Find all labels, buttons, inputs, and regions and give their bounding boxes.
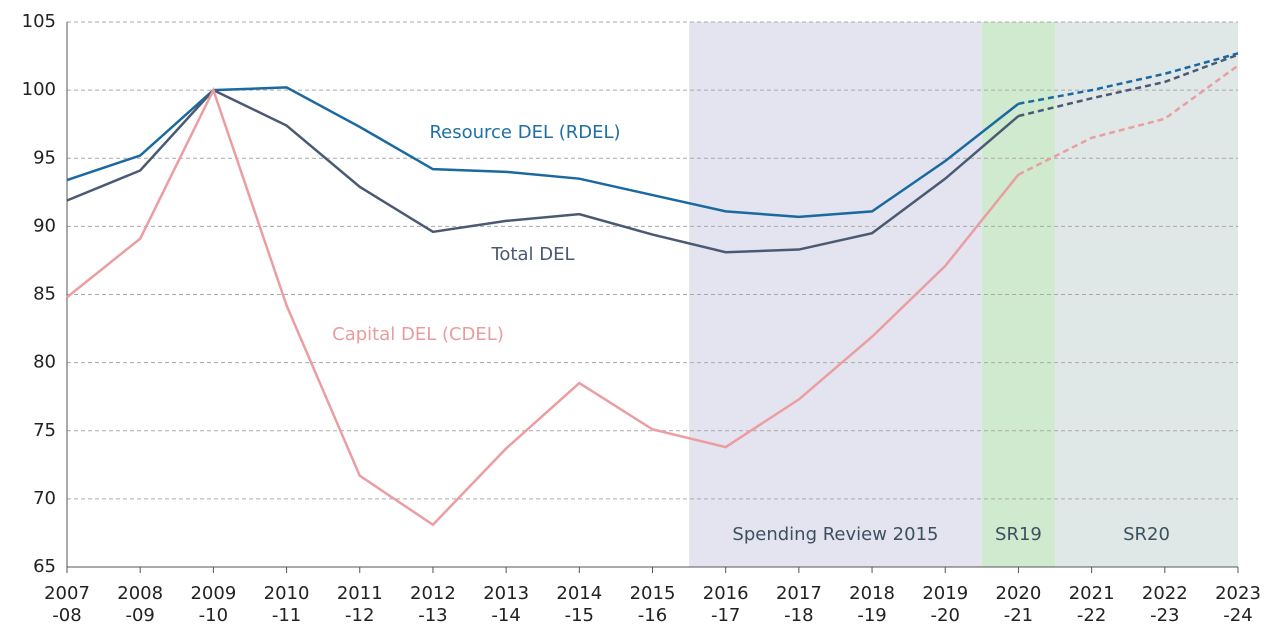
x-tick-label: 2021-22 — [1068, 583, 1115, 626]
region-label: SR20 — [1123, 524, 1170, 545]
x-tick-label: 2007-08 — [44, 583, 90, 626]
region — [689, 22, 982, 567]
x-tick-label: 2017-18 — [775, 583, 822, 626]
x-tick-label: 2009-10 — [190, 583, 237, 626]
x-tick-label: 2011-12 — [336, 583, 383, 626]
x-tick-label: 2013-14 — [483, 583, 530, 626]
x-tick-label: 2020-21 — [995, 583, 1042, 626]
x-tick-label: 2014-15 — [556, 583, 603, 626]
series-label: Total DEL — [490, 244, 574, 265]
x-tick-label: 2015-16 — [629, 583, 676, 626]
region-label: SR19 — [995, 524, 1042, 545]
series-line — [1018, 52, 1239, 105]
y-tick-label: 80 — [33, 352, 56, 373]
series-line — [1017, 64, 1239, 176]
y-tick-label: 70 — [33, 488, 56, 509]
x-tick-label: 2016-17 — [702, 583, 749, 626]
series-line — [66, 88, 1020, 254]
series-label: Capital DEL (CDEL) — [332, 324, 504, 345]
y-tick-label: 65 — [33, 556, 56, 577]
y-tick-label: 90 — [33, 215, 56, 236]
y-tick-label: 85 — [33, 284, 56, 305]
series-line — [66, 86, 1020, 527]
x-tick-label: 2010-11 — [263, 583, 310, 626]
x-tick-label: 2008-09 — [117, 583, 164, 626]
series-line — [1018, 53, 1239, 118]
x-tick-label: 2018-19 — [849, 583, 895, 626]
y-tick-label: 75 — [33, 420, 56, 441]
x-tick-label: 2019-20 — [922, 583, 969, 626]
x-tick-label: 2012-13 — [410, 583, 456, 626]
x-tick-label: 2023-24 — [1215, 583, 1261, 626]
y-tick-label: 95 — [33, 147, 56, 168]
y-tick-label: 100 — [22, 79, 56, 100]
x-tick-label: 2022-23 — [1141, 583, 1188, 626]
y-tick-label: 105 — [22, 11, 56, 32]
series-label: Resource DEL (RDEL) — [429, 122, 620, 143]
series-line — [66, 86, 1020, 219]
region-label: Spending Review 2015 — [732, 524, 938, 545]
